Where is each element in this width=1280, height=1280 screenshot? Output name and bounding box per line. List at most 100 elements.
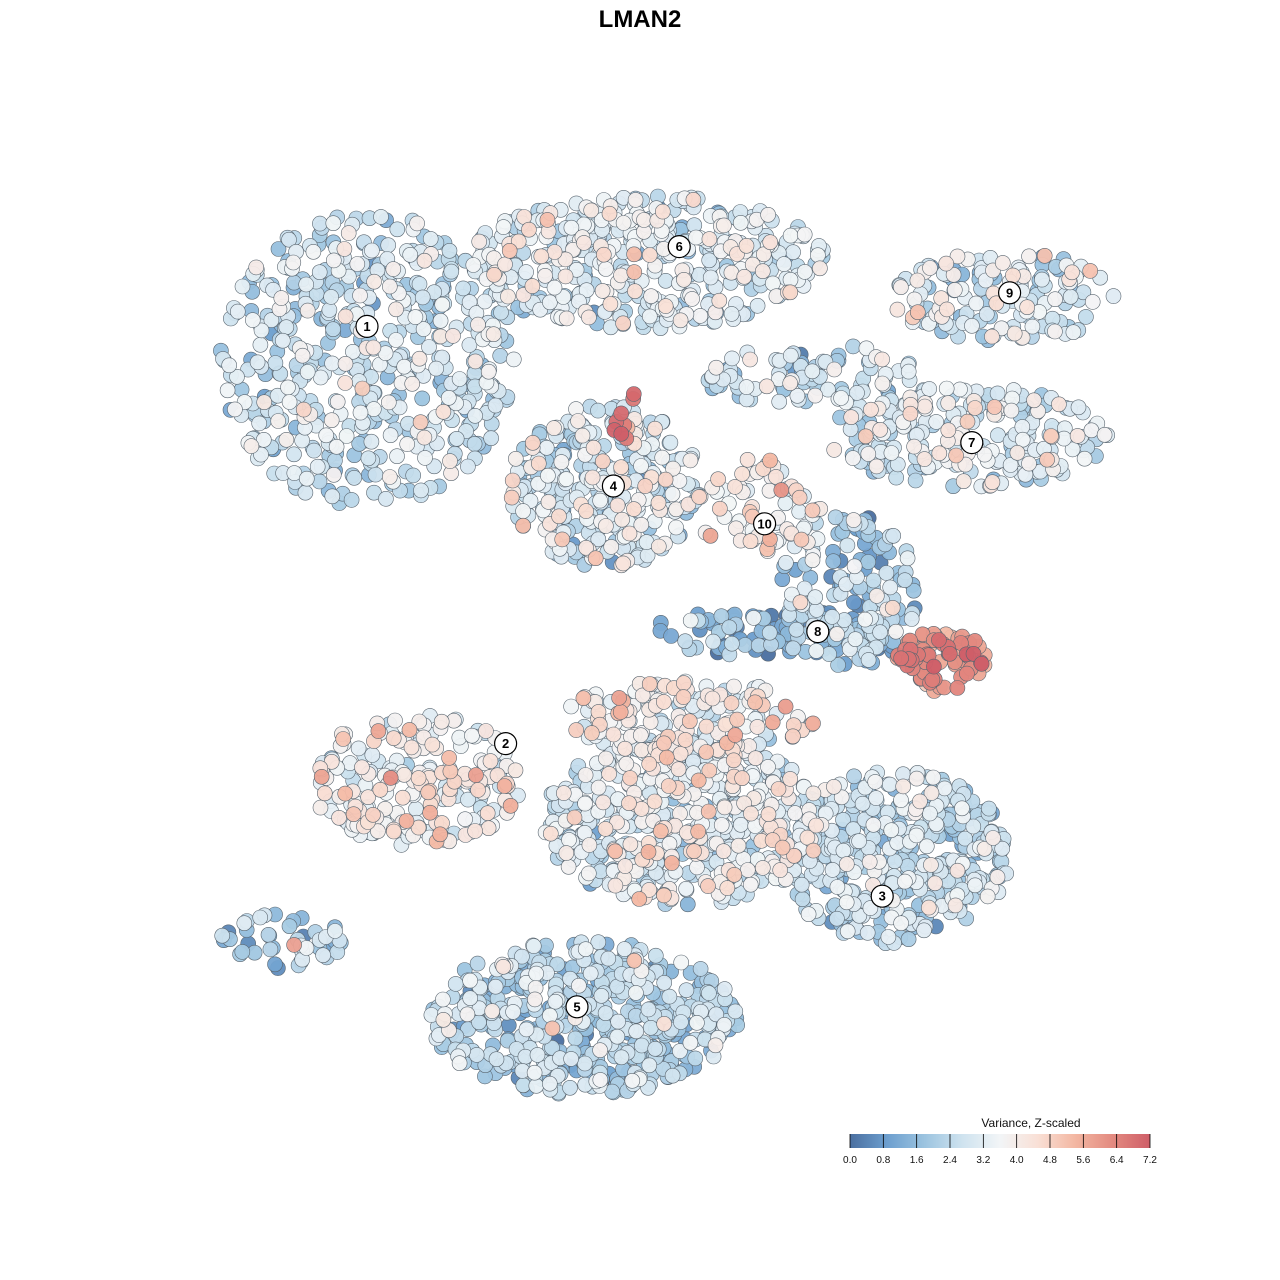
cell-point <box>411 276 428 292</box>
cell-point <box>827 509 844 526</box>
cell-point <box>461 337 478 353</box>
cluster-number: 1 <box>363 319 370 334</box>
cell-point <box>413 482 429 499</box>
cluster-number: 4 <box>610 479 618 494</box>
cell-point <box>471 233 488 250</box>
cell-point <box>615 315 631 332</box>
cell-point <box>336 241 353 257</box>
cell-point <box>576 235 592 251</box>
cell-point <box>704 690 721 707</box>
cell-point <box>486 266 502 283</box>
cell-point <box>690 772 707 789</box>
cell-point <box>442 453 458 469</box>
cell-point <box>1006 325 1023 342</box>
cell-point <box>931 632 947 648</box>
cell-point <box>882 579 899 596</box>
cell-point <box>1065 324 1082 341</box>
cell-point <box>721 619 738 636</box>
cell-point <box>370 723 387 739</box>
cell-point <box>324 488 341 505</box>
cell-point <box>785 640 801 657</box>
cell-point <box>366 273 382 290</box>
cell-point <box>594 283 611 299</box>
cell-point <box>804 363 821 380</box>
cell-point <box>715 843 732 860</box>
cell-point <box>655 694 672 710</box>
cell-point <box>349 256 366 272</box>
cell-point <box>297 484 314 501</box>
cell-point <box>979 888 996 905</box>
cell-point <box>412 414 429 431</box>
cell-point <box>654 449 671 466</box>
cell-point <box>533 248 550 265</box>
cell-point <box>616 941 633 957</box>
cell-point <box>583 725 600 741</box>
cell-point <box>867 774 884 790</box>
cell-point <box>621 795 637 812</box>
cell-point <box>542 1007 558 1024</box>
cell-point <box>874 351 890 368</box>
cell-point <box>546 420 562 436</box>
cell-point <box>441 750 457 766</box>
cell-point <box>796 226 813 243</box>
cluster-label-4: 4 <box>601 474 626 498</box>
cell-point <box>865 816 882 833</box>
cell-point <box>656 974 673 991</box>
cell-point <box>688 229 704 246</box>
cell-point <box>641 1057 658 1074</box>
cell-point <box>558 310 575 327</box>
cell-point <box>428 360 445 377</box>
cell-point <box>1083 422 1100 439</box>
cell-point <box>747 750 764 767</box>
cell-point <box>367 466 384 483</box>
cell-point <box>408 801 424 817</box>
cell-point <box>518 1021 535 1038</box>
cell-point <box>607 843 624 860</box>
cell-point <box>478 723 494 739</box>
cell-point <box>286 446 302 463</box>
cell-point <box>957 830 973 847</box>
cell-point <box>234 944 251 960</box>
cell-point <box>723 695 740 711</box>
cell-point <box>760 806 777 823</box>
cell-point <box>981 800 997 817</box>
cell-point <box>441 243 458 259</box>
cell-point <box>685 192 702 208</box>
cell-point <box>872 624 888 641</box>
cell-point <box>214 927 230 944</box>
cell-point <box>470 316 486 333</box>
cell-point <box>615 215 632 231</box>
cell-point <box>602 296 619 312</box>
cell-point <box>286 937 302 953</box>
cell-point <box>777 495 794 512</box>
cell-point <box>774 839 791 856</box>
cell-point <box>365 339 382 356</box>
cell-point <box>868 790 884 806</box>
cell-point <box>501 243 518 259</box>
cell-point <box>553 454 570 470</box>
cell-point <box>738 238 755 254</box>
cell-point <box>312 799 329 816</box>
cell-point <box>617 858 634 874</box>
cell-point <box>590 402 606 419</box>
cell-point <box>636 212 652 228</box>
cluster-label-10: 10 <box>752 512 777 536</box>
cell-point <box>280 379 296 396</box>
cell-point <box>575 690 592 707</box>
cell-point <box>907 472 924 489</box>
cell-point <box>916 398 933 415</box>
legend-tick-label: 0.8 <box>876 1155 890 1166</box>
cell-point <box>581 837 598 853</box>
cell-point <box>984 474 1001 491</box>
cell-point <box>920 899 937 916</box>
cell-point <box>595 794 612 811</box>
cell-point <box>682 1035 699 1051</box>
cell-point <box>1021 455 1037 472</box>
cell-point <box>281 918 298 935</box>
cell-point <box>959 665 975 682</box>
cell-point <box>774 571 791 588</box>
cell-point <box>742 533 759 550</box>
cell-point <box>851 833 867 849</box>
cell-point <box>990 427 1006 444</box>
cell-point <box>570 413 586 429</box>
